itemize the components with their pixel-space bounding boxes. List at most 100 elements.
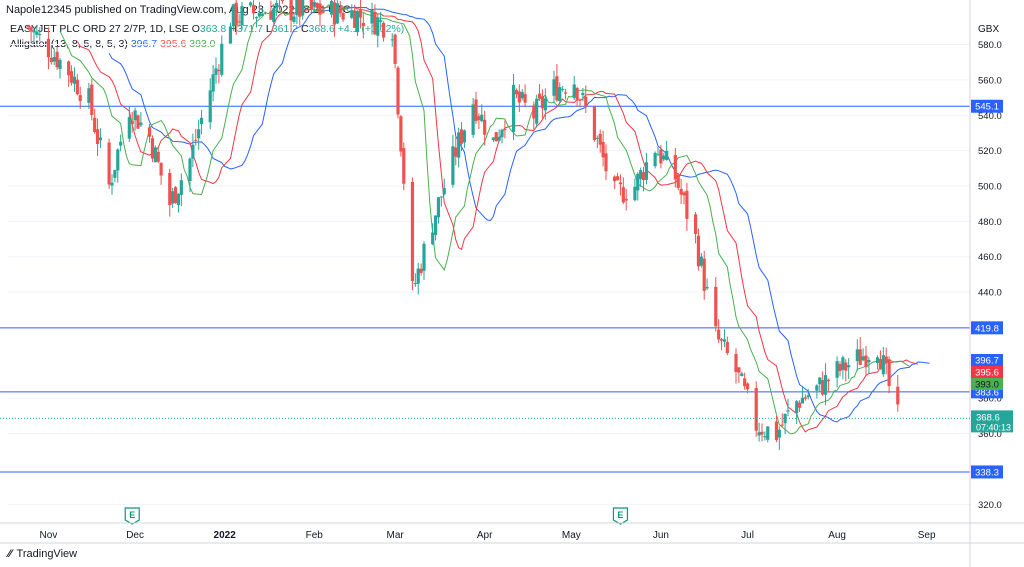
- candle-body[interactable]: [578, 99, 582, 101]
- candle-body[interactable]: [604, 153, 608, 172]
- candle-body[interactable]: [439, 196, 443, 198]
- candle-body[interactable]: [584, 96, 588, 107]
- candle-body[interactable]: [864, 355, 868, 368]
- candle-body[interactable]: [194, 139, 198, 141]
- candle-body[interactable]: [341, 13, 345, 20]
- candle-body[interactable]: [171, 191, 175, 204]
- candle-body[interactable]: [399, 116, 403, 152]
- candle-body[interactable]: [396, 67, 400, 115]
- candle-body[interactable]: [370, 9, 374, 24]
- candle-body[interactable]: [197, 129, 201, 139]
- candle-body[interactable]: [740, 373, 744, 377]
- candle-body[interactable]: [260, 13, 264, 16]
- candle-body[interactable]: [558, 87, 562, 102]
- candle-body[interactable]: [321, 10, 325, 13]
- candle-body[interactable]: [682, 192, 686, 196]
- candle-body[interactable]: [272, 8, 276, 23]
- candle-body[interactable]: [636, 173, 640, 191]
- candle-body[interactable]: [540, 96, 545, 109]
- candle-body[interactable]: [301, 0, 305, 16]
- candle-body[interactable]: [844, 362, 848, 371]
- candle-body[interactable]: [32, 30, 36, 33]
- candle-body[interactable]: [390, 39, 394, 41]
- candle-body[interactable]: [766, 426, 770, 440]
- candle-body[interactable]: [251, 5, 256, 14]
- candle-body[interactable]: [240, 6, 244, 26]
- candle-body[interactable]: [818, 377, 822, 385]
- candle-body[interactable]: [673, 154, 677, 180]
- candle-body[interactable]: [757, 432, 761, 436]
- candle-body[interactable]: [335, 3, 339, 24]
- candle-body[interactable]: [402, 148, 406, 184]
- candle-body[interactable]: [231, 4, 235, 27]
- candle-body[interactable]: [58, 59, 62, 70]
- candle-body[interactable]: [422, 243, 426, 271]
- candle-body[interactable]: [127, 117, 131, 139]
- candle-body[interactable]: [26, 26, 30, 28]
- candle-body[interactable]: [442, 188, 446, 195]
- candles[interactable]: [26, 0, 900, 450]
- candle-body[interactable]: [595, 137, 599, 139]
- candle-body[interactable]: [841, 357, 845, 370]
- candle-body[interactable]: [72, 76, 77, 84]
- candle-body[interactable]: [494, 132, 498, 142]
- candle-body[interactable]: [459, 129, 464, 144]
- candle-body[interactable]: [139, 122, 143, 126]
- candle-body[interactable]: [639, 170, 643, 180]
- candle-body[interactable]: [633, 186, 637, 201]
- candle-body[interactable]: [361, 22, 365, 27]
- candle-body[interactable]: [763, 436, 767, 438]
- candle-body[interactable]: [644, 162, 649, 180]
- candle-body[interactable]: [823, 375, 828, 395]
- candle-body[interactable]: [581, 93, 585, 96]
- candle-body[interactable]: [861, 356, 865, 361]
- candle-body[interactable]: [471, 104, 475, 135]
- candle-body[interactable]: [413, 282, 417, 284]
- candle-body[interactable]: [191, 144, 195, 159]
- candle-body[interactable]: [561, 88, 565, 90]
- candle-body[interactable]: [275, 2, 279, 9]
- candle-body[interactable]: [46, 38, 51, 58]
- candle-body[interactable]: [309, 0, 313, 10]
- candle-body[interactable]: [774, 421, 779, 441]
- candle-body[interactable]: [116, 149, 120, 171]
- candle-body[interactable]: [483, 119, 487, 135]
- candle-body[interactable]: [130, 120, 134, 125]
- candle-body[interactable]: [315, 3, 319, 9]
- candle-body[interactable]: [462, 130, 467, 143]
- candle-body[interactable]: [338, 6, 342, 14]
- candle-body[interactable]: [780, 424, 784, 426]
- candle-body[interactable]: [500, 129, 504, 138]
- candle-body[interactable]: [532, 105, 536, 119]
- candle-body[interactable]: [292, 16, 296, 22]
- candle-body[interactable]: [373, 11, 377, 35]
- candle-body[interactable]: [110, 182, 114, 186]
- candle-body[interactable]: [754, 387, 758, 431]
- candle-body[interactable]: [555, 76, 559, 101]
- candle-body[interactable]: [624, 198, 628, 201]
- candle-body[interactable]: [168, 172, 172, 206]
- candle-body[interactable]: [416, 268, 420, 284]
- candle-body[interactable]: [656, 154, 660, 156]
- candle-body[interactable]: [693, 214, 698, 235]
- candle-body[interactable]: [497, 136, 501, 141]
- candle-body[interactable]: [289, 0, 293, 21]
- candle-body[interactable]: [451, 146, 455, 185]
- earnings-marker-icon[interactable]: [124, 507, 140, 525]
- candle-body[interactable]: [537, 93, 542, 99]
- candle-body[interactable]: [67, 61, 71, 76]
- candle-body[interactable]: [249, 2, 253, 6]
- candle-body[interactable]: [806, 395, 810, 398]
- candle-body[interactable]: [431, 232, 435, 245]
- candle-body[interactable]: [159, 162, 163, 176]
- candle-body[interactable]: [826, 379, 831, 382]
- candle-body[interactable]: [358, 9, 363, 18]
- candle-body[interactable]: [55, 51, 59, 68]
- candle-body[interactable]: [717, 329, 721, 340]
- candle-body[interactable]: [803, 397, 807, 399]
- candle-body[interactable]: [318, 3, 322, 15]
- candle-body[interactable]: [734, 354, 738, 373]
- candle-body[interactable]: [511, 84, 516, 132]
- candle-body[interactable]: [237, 21, 241, 23]
- candle-body[interactable]: [199, 117, 204, 125]
